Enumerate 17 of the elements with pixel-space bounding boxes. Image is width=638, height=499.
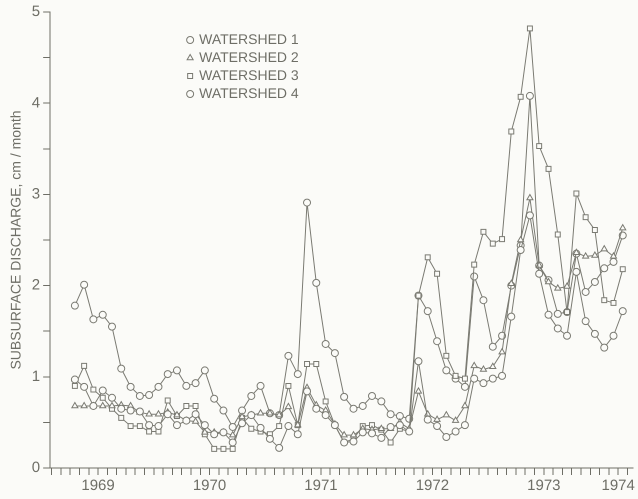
y-axis-title: SUBSURFACE DISCHARGE, cm / month — [7, 110, 24, 370]
y-tick-label: 2 — [32, 276, 40, 294]
y-tick-label: 1 — [32, 368, 40, 385]
x-tick-label: 1969 — [81, 477, 115, 494]
x-tick-label: 1973 — [527, 477, 561, 494]
legend-label: WATERSHED 3 — [199, 66, 299, 83]
x-tick-label: 1972 — [416, 477, 450, 494]
y-tick-label: 0 — [32, 459, 40, 476]
legend-label: WATERSHED 4 — [199, 84, 299, 101]
x-tick-label: 1971 — [304, 477, 338, 494]
legend-label: WATERSHED 2 — [199, 48, 299, 65]
x-tick-label: 1970 — [192, 477, 226, 494]
y-tick-label: 5 — [32, 3, 40, 20]
y-tick-label: 4 — [32, 94, 40, 112]
y-tick-label: 3 — [32, 186, 40, 203]
x-tick-label: 1974 — [601, 477, 635, 494]
legend-label: WATERSHED 1 — [199, 30, 299, 47]
